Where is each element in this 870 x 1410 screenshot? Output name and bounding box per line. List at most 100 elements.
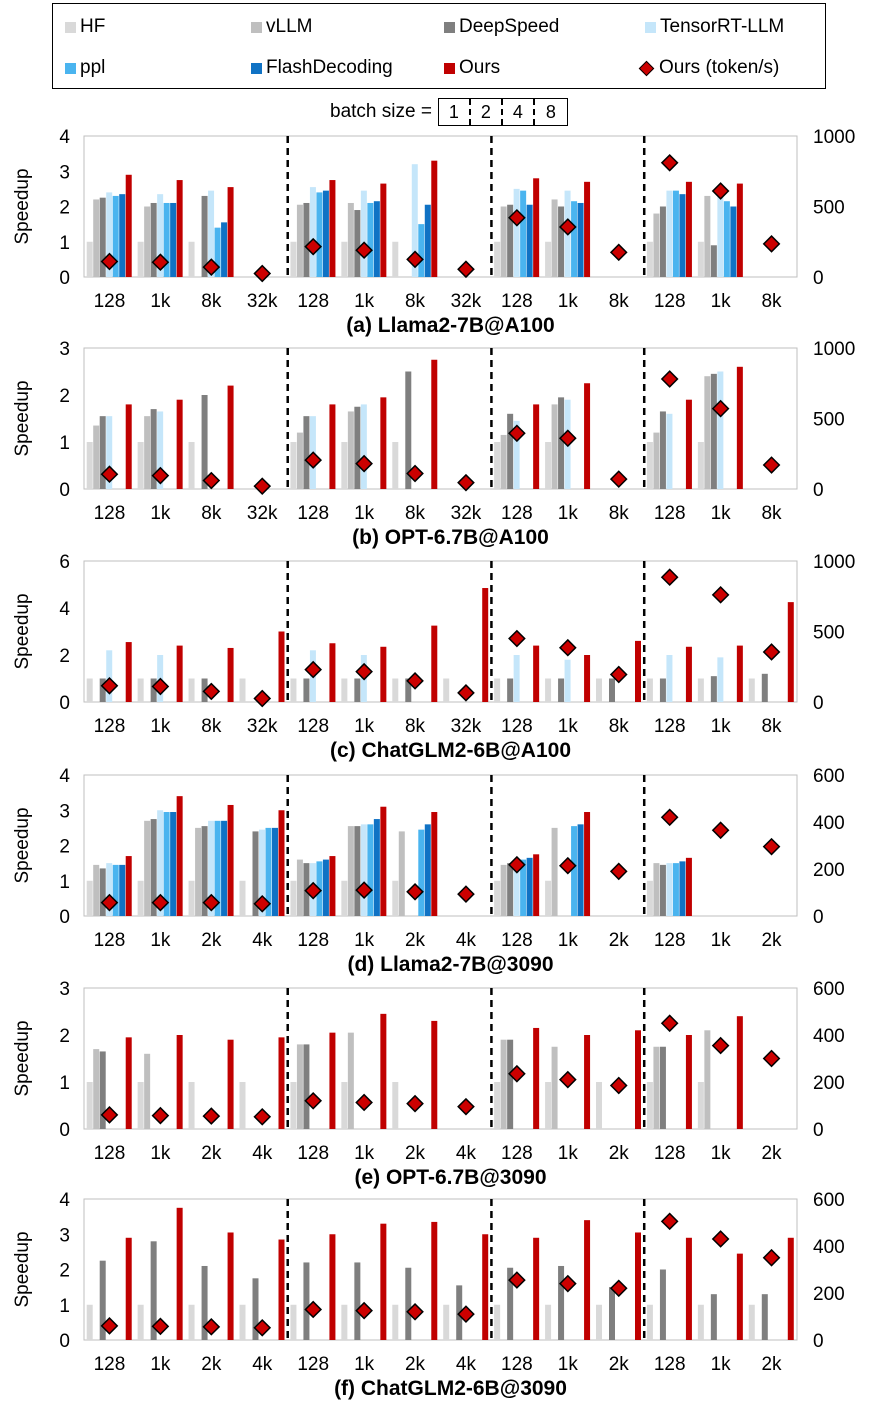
bar <box>188 241 195 277</box>
bar <box>227 187 234 277</box>
throughput-marker <box>558 638 577 657</box>
x-tick-label: 8k <box>201 291 222 312</box>
throughput-marker <box>508 629 526 648</box>
batch-separator <box>468 99 471 125</box>
bar <box>787 1237 794 1340</box>
chart-panel: 0 1 2 3 4 0 500 1000 Speedup 128 1k 8k 32k 128 1k 8k 32k… <box>12 127 855 337</box>
bar <box>144 820 151 916</box>
bar <box>309 187 316 277</box>
bar <box>322 190 329 277</box>
bar <box>685 646 692 702</box>
x-tick-label: 1k <box>711 930 732 951</box>
bar <box>347 202 354 277</box>
throughput-marker <box>711 399 730 418</box>
bar <box>571 826 578 916</box>
plot-area <box>83 347 798 490</box>
bar <box>418 829 425 916</box>
throughput-marker <box>457 1305 475 1323</box>
bar <box>533 645 540 702</box>
bar <box>494 880 501 916</box>
bar <box>392 241 399 277</box>
bar <box>239 1304 246 1340</box>
bar <box>609 678 615 702</box>
batch-size-value: 1 <box>448 102 459 122</box>
throughput-marker <box>253 1107 272 1126</box>
throughput-marker <box>151 253 170 272</box>
bar <box>354 678 361 702</box>
x-tick-label: 1k <box>354 503 375 524</box>
bar <box>341 1304 348 1340</box>
bar <box>214 227 221 277</box>
throughput-marker <box>711 182 730 200</box>
y2-tick-label: 1000 <box>813 552 855 573</box>
bar <box>296 1044 303 1129</box>
throughput-marker <box>609 1279 628 1298</box>
bar <box>710 373 717 489</box>
bar <box>252 831 259 916</box>
throughput-marker <box>558 218 577 236</box>
y2-tick-label: 0 <box>813 1120 824 1141</box>
throughput-marker <box>406 882 424 901</box>
bar <box>150 1241 157 1340</box>
x-tick-label: 1k <box>150 1354 171 1375</box>
bar <box>106 192 113 277</box>
bar <box>558 206 565 277</box>
bar <box>405 678 412 702</box>
bar <box>176 645 183 702</box>
x-tick-label: 8k <box>201 716 222 737</box>
y2-tick-label: 600 <box>813 1190 845 1211</box>
legend-item-hf: HF <box>65 14 105 40</box>
legend-label: FlashDecoding <box>266 57 393 78</box>
bar <box>424 824 431 916</box>
bar <box>431 1020 438 1129</box>
bar <box>443 678 450 702</box>
y2-tick-label: 200 <box>813 1284 845 1305</box>
bar <box>329 856 336 916</box>
bar <box>106 863 113 916</box>
bar <box>431 625 438 702</box>
bar <box>93 199 100 277</box>
batch-size-value: 8 <box>545 102 556 122</box>
x-tick-label: 8k <box>405 716 426 737</box>
throughput-marker <box>304 1091 323 1110</box>
throughput-marker <box>558 856 577 875</box>
bar <box>360 655 367 702</box>
bar <box>513 859 520 916</box>
throughput-marker <box>508 208 526 227</box>
bar <box>392 1304 399 1340</box>
bar <box>265 827 272 916</box>
throughput-marker <box>304 1300 323 1319</box>
bar <box>513 420 520 489</box>
bar <box>494 442 501 489</box>
bar <box>736 1253 743 1340</box>
y2-tick-label: 200 <box>813 1073 845 1094</box>
bar <box>380 1013 387 1129</box>
plot-area <box>83 135 798 278</box>
x-tick-label: 1k <box>354 1354 375 1375</box>
y2-tick-label: 0 <box>813 268 824 289</box>
x-tick-label: 128 <box>654 291 686 312</box>
bar <box>685 181 692 277</box>
throughput-marker <box>202 258 221 276</box>
x-tick-label: 1k <box>354 716 375 737</box>
y2-tick-label: 1000 <box>813 339 855 360</box>
y-tick-label: 4 <box>59 766 70 787</box>
bar <box>730 206 737 277</box>
bar <box>367 824 374 916</box>
bar <box>584 655 591 702</box>
throughput-marker <box>406 464 424 483</box>
bar <box>157 810 164 916</box>
bar <box>354 210 361 277</box>
bar <box>125 1037 132 1129</box>
bar <box>704 1030 711 1129</box>
throughput-marker <box>355 662 373 681</box>
throughput-marker <box>202 1107 221 1125</box>
bar <box>710 245 717 277</box>
x-tick-label: 2k <box>405 930 426 951</box>
x-tick-label: 1k <box>150 716 171 737</box>
bar <box>584 812 591 916</box>
x-tick-label: 8k <box>761 716 782 737</box>
bar <box>329 404 336 489</box>
throughput-marker <box>762 1248 781 1267</box>
throughput-marker <box>406 1094 424 1113</box>
